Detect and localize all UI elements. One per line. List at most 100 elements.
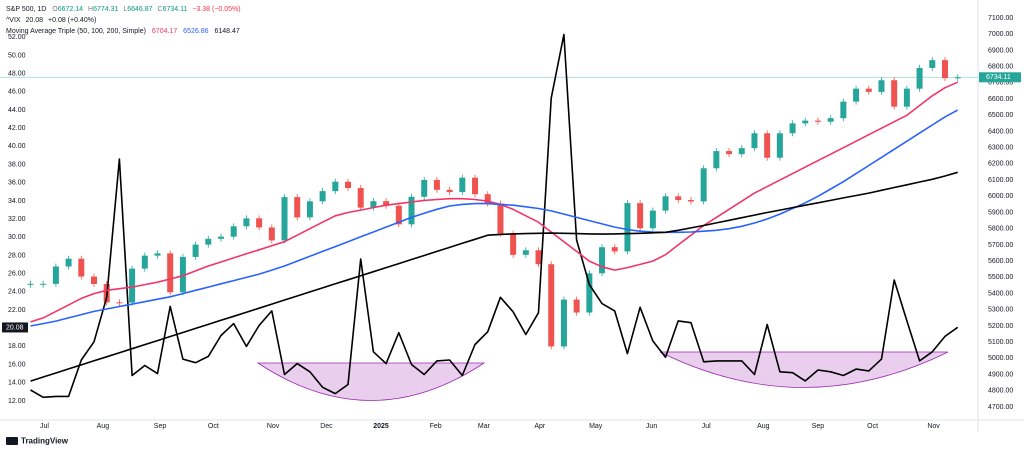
candle xyxy=(560,299,567,347)
candle xyxy=(878,80,885,92)
candle xyxy=(218,236,225,239)
legend-ma-title: Moving Average Triple (50, 100, 200, Sim… xyxy=(6,28,146,35)
candle xyxy=(370,201,377,208)
candle xyxy=(154,253,161,256)
x-tick-label: Oct xyxy=(208,423,219,430)
x-tick-label: Sep xyxy=(812,423,825,430)
candle xyxy=(281,197,288,241)
y2-tick-label: 6200.00 xyxy=(988,161,1013,168)
y2-tick-label: 4700.00 xyxy=(988,404,1013,411)
candle xyxy=(497,203,504,234)
candle xyxy=(141,255,148,269)
y-tick-label: 30.00 xyxy=(8,234,26,241)
candle xyxy=(776,133,783,158)
x-tick-label: Mar xyxy=(478,423,491,430)
logo-text: TradingView xyxy=(21,437,69,446)
y2-tick-label: 5000.00 xyxy=(988,355,1013,362)
x-tick-label: Nov xyxy=(267,423,280,430)
candle xyxy=(332,181,339,192)
legend-ma-value: 6148.47 xyxy=(214,28,239,35)
candle xyxy=(637,203,644,229)
x-tick-label: Jul xyxy=(40,423,49,430)
candle xyxy=(865,88,872,92)
y-tick-label: 38.00 xyxy=(8,161,26,168)
logo-mark xyxy=(6,437,18,445)
vix-label: 20.08 xyxy=(6,324,24,331)
candle xyxy=(814,120,821,122)
y2-tick-label: 4900.00 xyxy=(988,371,1013,378)
candle xyxy=(573,299,580,313)
logo: TradingView xyxy=(6,437,69,446)
legend-ma-value: 6704.17 xyxy=(152,28,177,35)
y-tick-label: 26.00 xyxy=(8,270,26,277)
y2-tick-label: 6600.00 xyxy=(988,96,1013,103)
candle xyxy=(954,77,961,79)
x-tick-label: Aug xyxy=(757,423,770,430)
x-tick-label: Jul xyxy=(702,423,711,430)
x-tick-label: May xyxy=(589,423,603,430)
candle xyxy=(853,88,860,102)
y2-tick-label: 5200.00 xyxy=(988,323,1013,330)
y-tick-label: 18.00 xyxy=(8,343,26,350)
y2-tick-label: 6900.00 xyxy=(988,47,1013,54)
candle xyxy=(941,60,948,79)
candle xyxy=(179,256,186,293)
candle xyxy=(192,244,199,257)
candle xyxy=(294,197,301,218)
candle xyxy=(167,253,174,293)
candle xyxy=(522,250,529,255)
candle xyxy=(459,177,466,193)
y2-tick-label: 7000.00 xyxy=(988,31,1013,38)
candle xyxy=(802,120,809,124)
y-tick-label: 36.00 xyxy=(8,180,26,187)
x-tick-label: Sep xyxy=(154,423,167,430)
candle xyxy=(713,151,720,169)
y2-tick-label: 5400.00 xyxy=(988,290,1013,297)
candle xyxy=(65,258,72,267)
y-tick-label: 50.00 xyxy=(8,52,26,59)
candle xyxy=(700,168,707,202)
marks: 12.0014.0016.0018.0020.0022.0024.0026.00… xyxy=(0,15,1013,430)
y-tick-label: 46.00 xyxy=(8,89,26,96)
candle xyxy=(129,268,136,303)
candle xyxy=(649,210,656,229)
pattern-arc xyxy=(256,362,486,401)
candle xyxy=(40,283,47,285)
y2-tick-label: 6300.00 xyxy=(988,145,1013,152)
vix-label-box xyxy=(2,322,28,333)
price-label-box xyxy=(979,72,1021,83)
candle xyxy=(421,179,428,197)
candle xyxy=(599,247,606,274)
candle xyxy=(751,133,758,149)
price-label: 6734.11 xyxy=(986,74,1011,81)
candle xyxy=(319,191,326,202)
y2-tick-label: 5900.00 xyxy=(988,209,1013,216)
y2-tick-label: 5100.00 xyxy=(988,339,1013,346)
candle xyxy=(256,218,263,228)
x-tick-label: Feb xyxy=(430,423,442,430)
legend-line: ^VIX 20.08 +0.08 (+0.40%) xyxy=(6,17,96,24)
x-tick-label: 2025 xyxy=(373,423,389,430)
candle xyxy=(510,233,517,255)
candle xyxy=(726,151,733,155)
candle xyxy=(903,88,910,107)
legend-key: H xyxy=(88,6,93,13)
y-tick-label: 22.00 xyxy=(8,307,26,314)
y-tick-label: 32.00 xyxy=(8,216,26,223)
candle xyxy=(840,101,847,119)
y-tick-label: 14.00 xyxy=(8,380,26,387)
y2-tick-label: 6800.00 xyxy=(988,63,1013,70)
candle xyxy=(586,273,593,313)
candle xyxy=(675,196,682,201)
y-tick-label: 16.00 xyxy=(8,361,26,368)
candle xyxy=(345,181,352,189)
y2-tick-label: 6100.00 xyxy=(988,177,1013,184)
y-tick-label: 40.00 xyxy=(8,143,26,150)
series-line xyxy=(30,33,959,399)
candle xyxy=(116,302,123,304)
y2-tick-label: 4800.00 xyxy=(988,388,1013,395)
legend: S&P 500, 1D O6672.14 H6774.31 L6646.87 C… xyxy=(6,6,241,35)
